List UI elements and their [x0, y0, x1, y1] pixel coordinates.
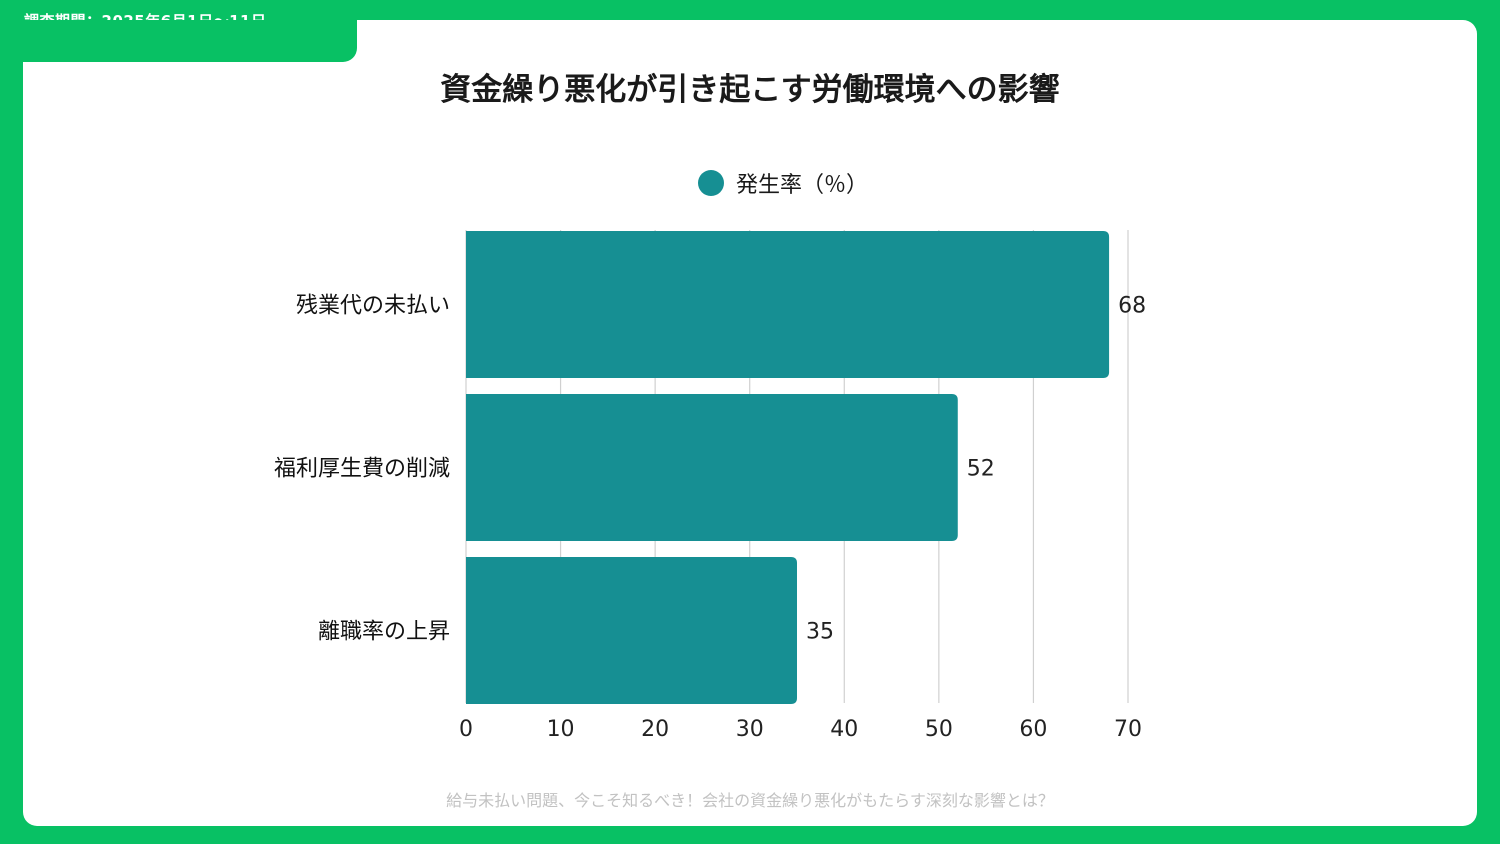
period-tab [23, 20, 357, 62]
bar-value-label: 68 [1118, 294, 1146, 319]
x-tick-label: 40 [830, 717, 858, 742]
x-tick-label: 20 [641, 717, 669, 742]
legend: 発生率（％） [698, 167, 868, 199]
x-tick-label: 70 [1114, 717, 1142, 742]
bar-value-label: 35 [806, 620, 834, 645]
legend-marker [698, 170, 724, 196]
category-label: 残業代の未払い [296, 294, 450, 319]
x-tick-label: 10 [547, 717, 575, 742]
bar [466, 557, 797, 704]
x-tick-label: 60 [1019, 717, 1047, 742]
footer-caption: 給与未払い問題、今こそ知るべき！会社の資金繰り悪化がもたらす深刻な影響とは？ [446, 791, 1054, 810]
x-tick-label: 0 [459, 717, 473, 742]
bar [466, 394, 958, 541]
chart-title: 資金繰り悪化が引き起こす労働環境への影響 [440, 72, 1060, 108]
bar [466, 231, 1110, 378]
bar-value-label: 52 [967, 457, 995, 482]
x-tick-label: 30 [736, 717, 764, 742]
legend-label: 発生率（％） [736, 173, 869, 198]
category-label: 福利厚生費の削減 [274, 457, 450, 482]
category-label: 離職率の上昇 [318, 620, 450, 645]
x-tick-label: 50 [925, 717, 953, 742]
